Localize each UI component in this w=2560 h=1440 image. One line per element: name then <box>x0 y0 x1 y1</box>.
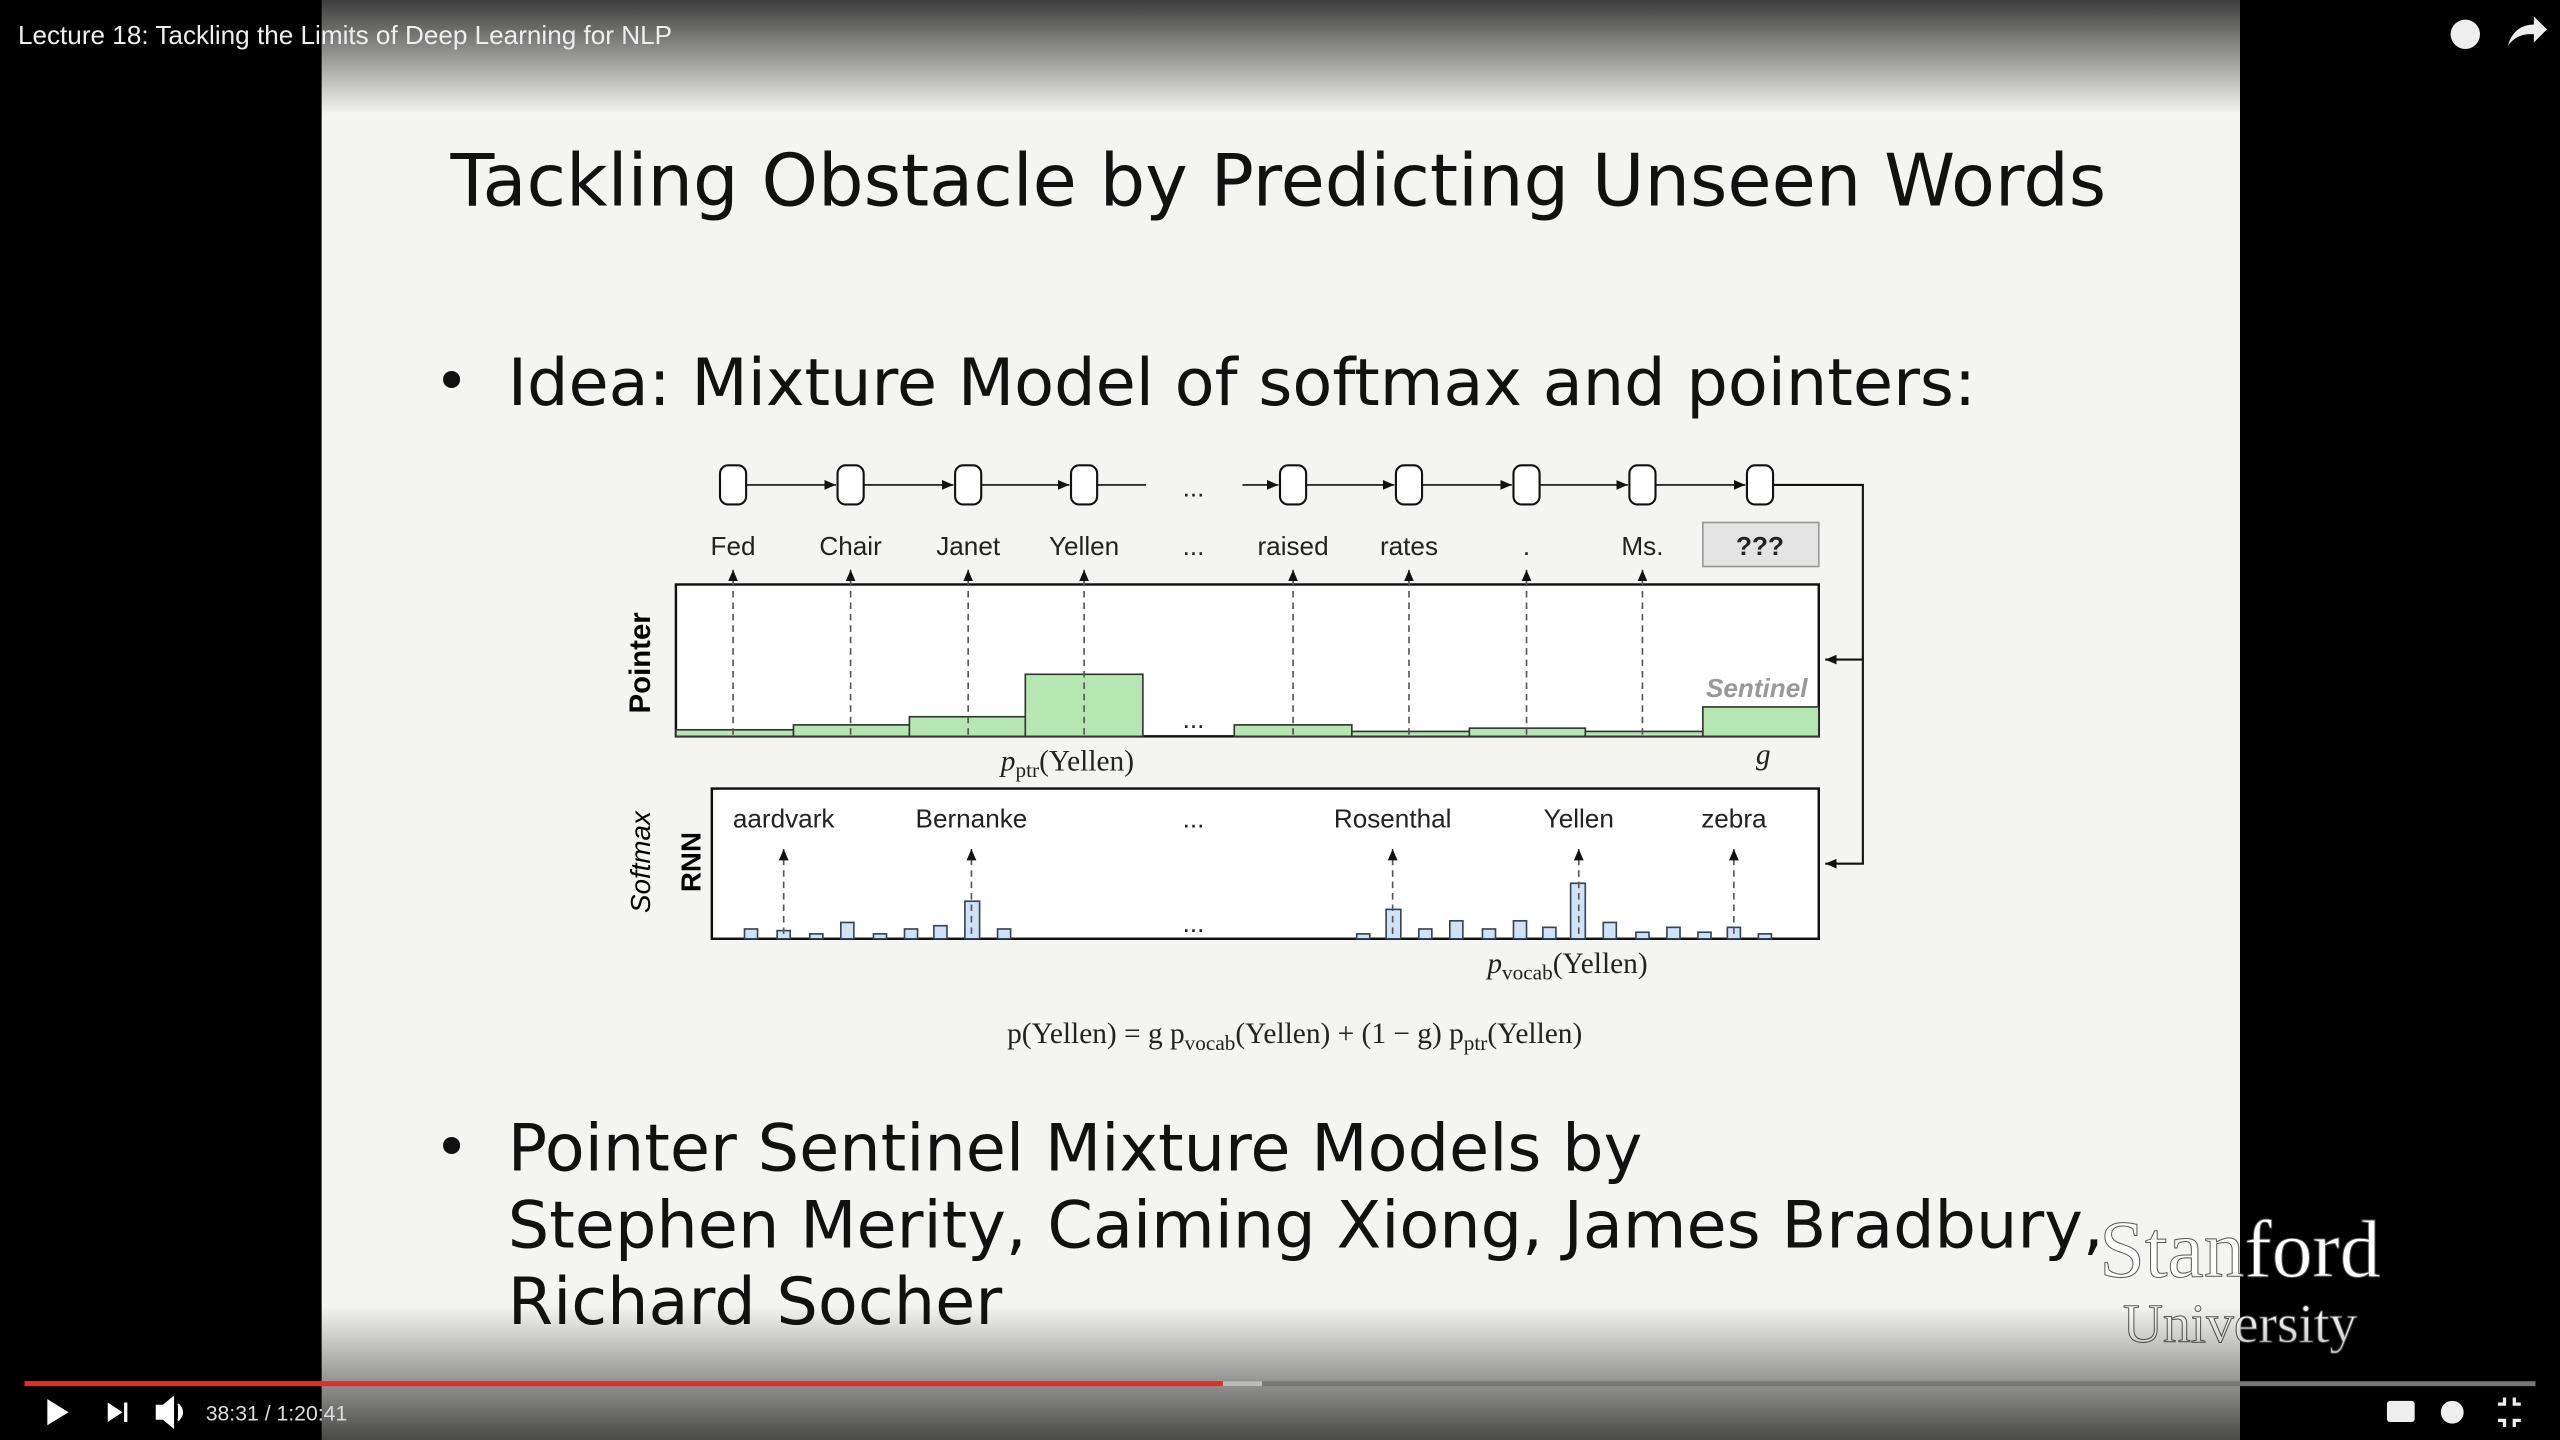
math: vocab <box>1185 1031 1236 1055</box>
formula: p(Yellen) = g pvocab(Yellen) + (1 − g) p… <box>1007 1018 1582 1055</box>
volume-button[interactable] <box>155 1395 184 1430</box>
exit-fullscreen[interactable] <box>2497 1397 2521 1427</box>
rnn-node <box>1069 464 1099 506</box>
math: p <box>999 746 1016 778</box>
vocab-word: aardvark <box>733 804 836 834</box>
rnn-node <box>1512 464 1541 506</box>
buffer <box>1222 1381 1263 1387</box>
math: (Yellen) <box>1039 746 1134 778</box>
math: (Yellen) <box>1487 1018 1582 1050</box>
math: p <box>1485 948 1502 980</box>
softmax-label: RNN <box>675 832 706 892</box>
share[interactable] <box>2507 16 2547 46</box>
math: p(Yellen) = g p <box>1007 1018 1185 1050</box>
word: Janet <box>936 531 1001 561</box>
word: rates <box>1380 531 1438 561</box>
rnn-node <box>1628 464 1657 506</box>
watermark: Stanford <box>2099 1204 2380 1295</box>
math: (Yellen) <box>1553 948 1648 980</box>
progress[interactable] <box>24 1381 1223 1387</box>
diagram: Pointer Sentinel g ... ... pptr(Yellen) … <box>624 464 1864 1055</box>
captions-button[interactable] <box>2386 1400 2415 1423</box>
ellipsis: ... <box>1183 472 1205 502</box>
word: Fed <box>711 531 756 561</box>
slide-title: Tackling Obstacle by Predicting Unseen W… <box>450 139 2107 223</box>
vocab-word: Rosenthal <box>1334 804 1452 834</box>
rnn-node <box>1745 464 1775 506</box>
play-button[interactable] <box>47 1399 69 1426</box>
word: . <box>1523 531 1530 561</box>
vocab-word: ... <box>1183 804 1205 834</box>
word: Yellen <box>1049 531 1119 561</box>
rnn-node <box>836 464 865 506</box>
bullet-text: Idea: Mixture Model of softmax and point… <box>508 345 1976 421</box>
word: Ms. <box>1621 531 1663 561</box>
math: (Yellen) + (1 − g) p <box>1235 1018 1463 1050</box>
pointer-prob: pptr(Yellen) <box>999 746 1134 783</box>
video-title[interactable]: Lecture 18: Tackling the Limits of Deep … <box>18 20 672 50</box>
word: ... <box>1183 531 1205 561</box>
word: Chair <box>819 531 882 561</box>
sentinel-label: Sentinel <box>1706 673 1808 703</box>
softmax-label: Softmax <box>625 810 656 913</box>
gate-label: g <box>1756 739 1771 771</box>
math: vocab <box>1502 961 1553 985</box>
vocab-prob: pvocab(Yellen) <box>1485 948 1647 985</box>
rnn-node <box>1278 464 1308 506</box>
rnn-node <box>954 464 983 506</box>
watch-later[interactable] <box>2450 19 2480 49</box>
rnn-node <box>1394 464 1424 506</box>
time-display: 38:31 / 1:20:41 <box>206 1402 348 1425</box>
vocab-word: zebra <box>1701 804 1767 834</box>
progress-track[interactable] <box>24 1381 2536 1387</box>
bullet: • <box>434 1112 469 1181</box>
word: ??? <box>1736 531 1784 561</box>
bullet: • <box>434 347 469 416</box>
word: raised <box>1257 531 1328 561</box>
math: ptr <box>1464 1031 1488 1055</box>
vocab-word: Bernanke <box>916 804 1028 834</box>
bullet-text: Pointer Sentinel Mixture Models by <box>508 1111 1642 1187</box>
rnn-node <box>718 464 748 506</box>
next-button[interactable] <box>107 1402 128 1423</box>
bullet-text: Stephen Merity, Caiming Xiong, James Bra… <box>508 1187 2104 1263</box>
vocab-word: Yellen <box>1544 804 1614 834</box>
math: ptr <box>1016 758 1040 782</box>
pointer-label: Pointer <box>624 612 657 713</box>
ellipsis: ... <box>1183 908 1205 938</box>
ellipsis: ... <box>1183 704 1205 734</box>
settings-button[interactable] <box>2440 1400 2464 1424</box>
